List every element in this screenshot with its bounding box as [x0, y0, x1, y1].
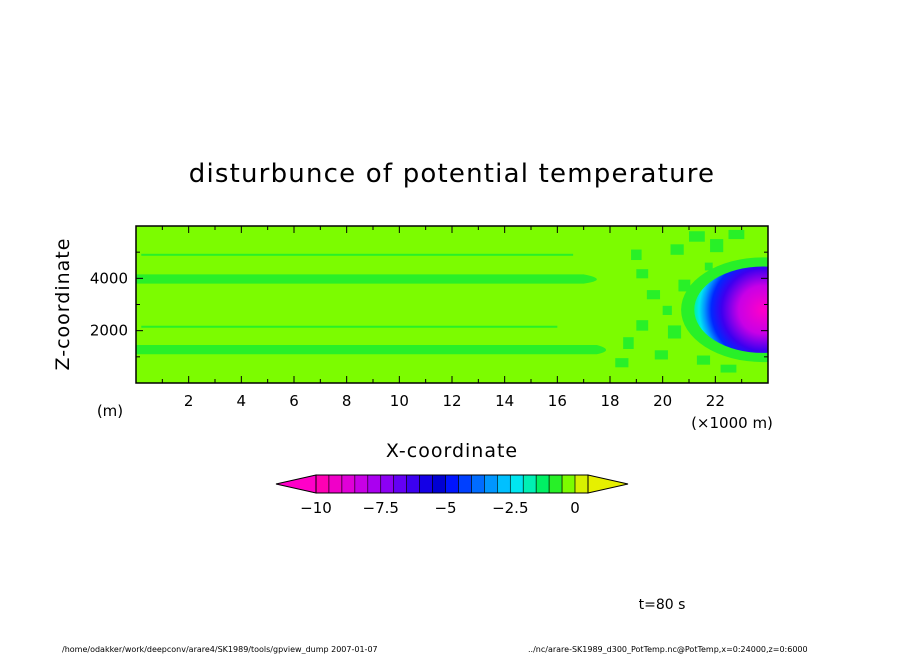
chart-title: disturbunce of potential temperature [189, 159, 716, 189]
cold-bubble [694, 266, 768, 353]
x-tick-label: 20 [653, 392, 672, 410]
x-tick-label: 10 [390, 392, 409, 410]
field-cell [636, 320, 649, 331]
x-tick-label: 18 [600, 392, 619, 410]
x-axis: 2 4 6 8 10 12 14 16 18 20 22 [161, 226, 743, 410]
colorbar-cell [548, 474, 563, 494]
colorbar-cell [432, 474, 446, 494]
field-cell [720, 364, 737, 373]
footer-right: ../nc/arare-SK1989_d300_PotTemp.nc@PotTe… [528, 645, 808, 654]
field-cell [667, 325, 682, 339]
colorbar-cell [341, 474, 356, 494]
colorbar-cell [458, 474, 472, 494]
colorbar-cell [380, 474, 395, 494]
field-cell [678, 279, 691, 292]
colorbar-under-arrow [275, 474, 317, 494]
y-axis: 2000 4000 [90, 251, 768, 358]
colorbar-cell [509, 474, 524, 494]
colorbar-cell [484, 474, 498, 494]
colorbar-cell [574, 474, 589, 494]
colorbar-tick-label: −2.5 [492, 499, 528, 517]
colorbar-cell [328, 474, 343, 494]
x-tick-label: 16 [548, 392, 567, 410]
y-axis-unit: (m) [97, 402, 123, 420]
colorbar-cell [367, 474, 382, 494]
colorbar-tick-label: 0 [570, 499, 580, 517]
field-band [136, 345, 607, 355]
colorbar-cell [471, 474, 485, 494]
colorbar-tick-label: −7.5 [363, 499, 399, 517]
colorbar-tick-label: −10 [300, 499, 332, 517]
colorbar-cell [354, 474, 369, 494]
field-cell [615, 358, 629, 368]
x-axis-unit: (×1000 m) [691, 414, 773, 432]
field-cell [689, 231, 705, 242]
x-tick-label: 22 [706, 392, 725, 410]
colorbar-tick-label: −5 [434, 499, 456, 517]
colorbar-frame [315, 474, 589, 494]
field-band [136, 274, 597, 284]
field-line [141, 253, 574, 256]
field-cell [623, 337, 634, 349]
plot-area [136, 226, 768, 383]
y-tick-label: 4000 [90, 269, 128, 287]
field-cell [696, 355, 711, 365]
colorbar-cell [393, 474, 407, 494]
field-line [141, 325, 558, 328]
x-tick-label: 6 [289, 392, 299, 410]
colorbar-cell [445, 474, 459, 494]
field-cell [636, 269, 649, 279]
colorbar-cell [497, 474, 511, 494]
y-tick-label: 2000 [90, 322, 128, 340]
footer-left: /home/odakker/work/deepconv/arare4/SK198… [62, 645, 378, 654]
field-cell [654, 350, 668, 360]
field-cell [728, 229, 745, 240]
y-axis-label: Z-coordinate [52, 238, 74, 371]
time-annotation: t=80 s [639, 597, 686, 613]
colorbar: −10 −7.5 −5 −2.5 0 [275, 474, 629, 517]
colorbar-cell [561, 474, 576, 494]
x-axis-label: X-coordinate [386, 440, 518, 462]
field-cell [631, 249, 642, 261]
colorbar-cell [419, 474, 433, 494]
field-cell [670, 244, 684, 255]
x-tick-label: 2 [184, 392, 194, 410]
colorbar-cell [406, 474, 420, 494]
field-cell [710, 239, 724, 253]
field-cell [704, 262, 713, 271]
colorbar-cell [522, 474, 537, 494]
x-tick-label: 8 [342, 392, 352, 410]
colorbar-cell [315, 474, 330, 494]
colorbar-cell [535, 474, 550, 494]
x-tick-label: 4 [237, 392, 247, 410]
x-tick-label: 14 [495, 392, 514, 410]
field-cell [646, 290, 661, 300]
field-cell [662, 305, 672, 315]
x-tick-label: 12 [442, 392, 461, 410]
colorbar-over-arrow [587, 474, 629, 494]
